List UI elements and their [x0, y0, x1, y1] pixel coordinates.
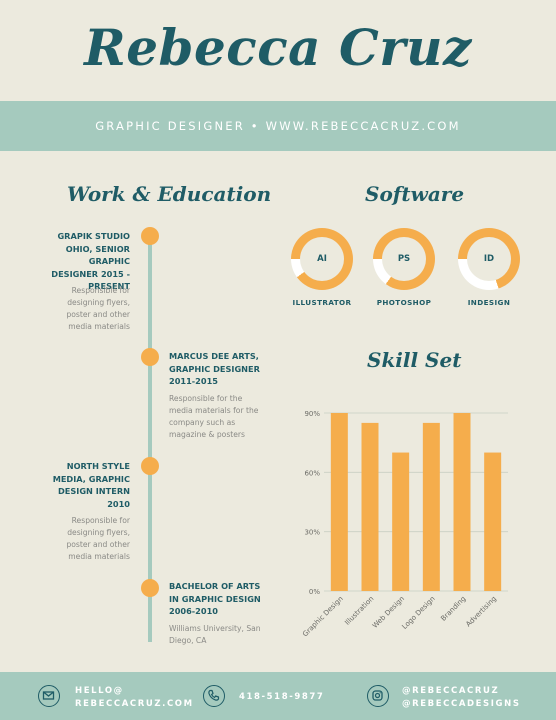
email-icon — [38, 685, 60, 707]
work-entry-desc: Williams University, San Diego, CA — [169, 624, 261, 645]
tagline: GRAPHIC DESIGNER • WWW.REBECCACRUZ.COM — [95, 119, 461, 133]
x-category-label: Branding — [439, 595, 467, 623]
work-entry-title: NORTH STYLE MEDIA, GRAPHIC DESIGN INTERN… — [52, 461, 130, 509]
skill-set-heading: Skill Set — [367, 348, 462, 372]
phone-number[interactable]: 418-518-9877 — [239, 692, 325, 702]
social-handle-1[interactable]: @REBECCACRUZ — [402, 686, 500, 696]
indesign-abbr: ID — [467, 237, 511, 281]
software-label: PHOTOSHOP — [376, 298, 432, 307]
email-line-2[interactable]: REBECCACRUZ.COM — [75, 699, 194, 709]
work-education-heading: Work & Education — [67, 182, 272, 206]
photoshop-abbr: PS — [382, 237, 426, 281]
footer-band — [0, 672, 556, 720]
illustrator-abbr: AI — [300, 237, 344, 281]
software-heading: Software — [365, 182, 465, 206]
x-category-label: Graphic Design — [301, 595, 345, 639]
skill-bar-chart: 0%30%60%90%Graphic DesignIllustrationWeb… — [301, 410, 508, 639]
work-entry-title: BACHELOR OF ARTS IN GRAPHIC DESIGN 2006-… — [169, 581, 261, 616]
work-entry-title: MARCUS DEE ARTS, GRAPHIC DESIGNER 2011-2… — [169, 351, 260, 386]
timeline-dot — [141, 579, 159, 597]
x-category-label: Advertising — [464, 595, 498, 629]
skill-bar — [422, 422, 440, 591]
software-label: INDESIGN — [467, 298, 511, 307]
timeline-dot — [141, 348, 159, 366]
work-entry-desc: Responsible for designing flyers, poster… — [66, 286, 130, 331]
work-entry-desc: Responsible for the media materials for … — [169, 394, 259, 439]
skill-bar — [330, 413, 348, 591]
email-line-1[interactable]: HELLO@ — [75, 686, 124, 696]
instagram-icon — [367, 685, 389, 707]
indesign-skill-ring: ID — [458, 228, 520, 290]
title-band — [0, 101, 556, 151]
timeline-dot — [141, 227, 159, 245]
timeline-dot — [141, 457, 159, 475]
y-tick-label: 90% — [304, 410, 320, 418]
x-category-label: Illustration — [343, 595, 375, 627]
x-category-label: Logo Design — [401, 595, 437, 631]
timeline-line — [148, 236, 152, 642]
illustrator-skill-ring: AI — [291, 228, 353, 290]
work-entry-title: GRAPIK STUDIO OHIO, SENIOR GRAPHIC DESIG… — [51, 231, 130, 291]
skill-bar — [361, 422, 379, 591]
y-tick-label: 30% — [304, 529, 320, 537]
work-entry-desc: Responsible for designing flyers, poster… — [66, 516, 130, 561]
skill-bar — [484, 452, 502, 591]
y-tick-label: 0% — [309, 588, 320, 596]
skill-bar — [453, 413, 471, 591]
person-name: Rebecca Cruz — [84, 18, 472, 77]
software-label: ILLUSTRATOR — [292, 298, 352, 307]
phone-icon — [203, 685, 225, 707]
y-tick-label: 60% — [304, 469, 320, 477]
social-handle-2[interactable]: @REBECCADESIGNS — [402, 699, 521, 709]
skill-bar — [392, 452, 410, 591]
photoshop-skill-ring: PS — [373, 228, 435, 290]
